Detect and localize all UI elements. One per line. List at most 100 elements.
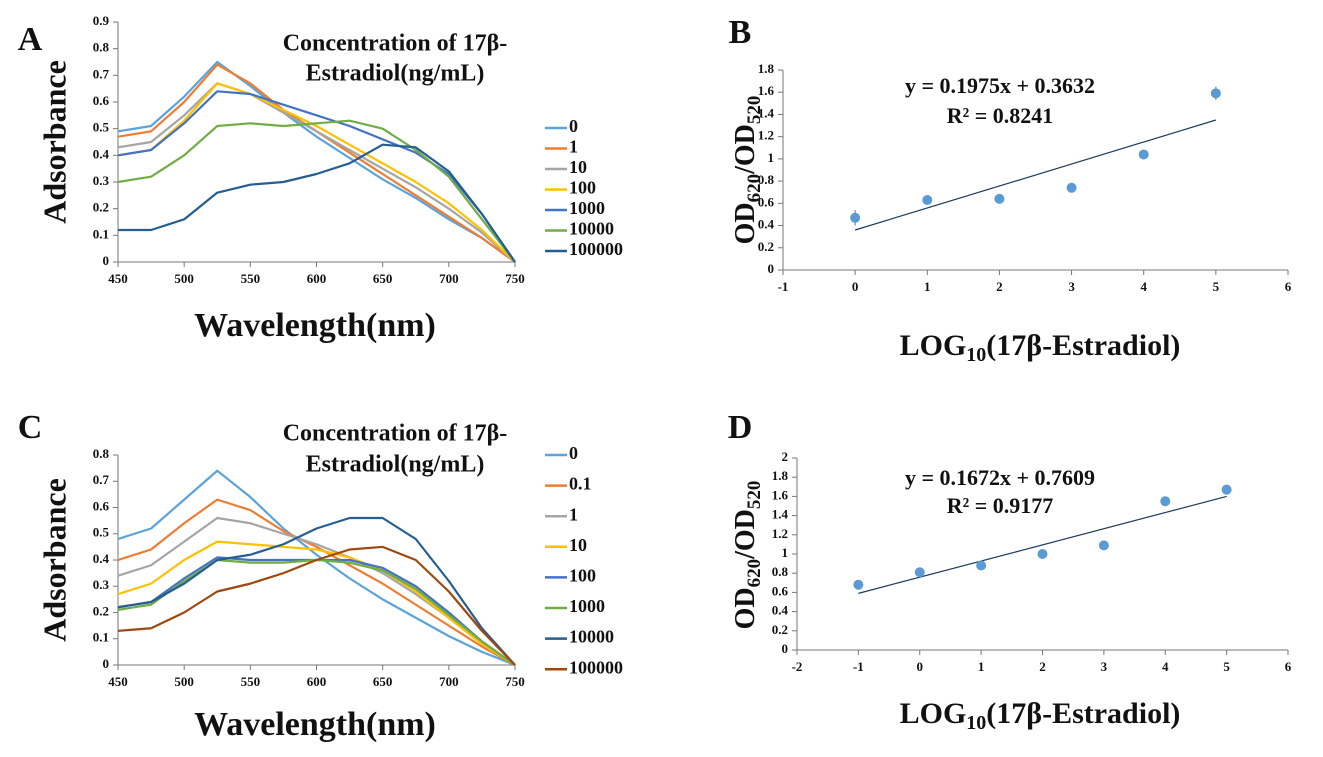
panel-label: C [18,409,43,446]
y-label-part: OD [730,202,761,244]
panel-label: A [18,21,43,58]
y-tick-label: 0 [768,261,775,276]
x-tick-label: 0 [917,659,924,674]
y-tick-label: 0.3 [93,577,110,592]
x-tick-label: 750 [505,674,525,689]
equation: R² = 0.8241 [947,103,1054,128]
x-axis-label: LOG10(17β-Estradiol) [900,329,1181,366]
x-tick-label: 1 [978,659,985,674]
y-tick-label: 0.1 [93,630,109,645]
legend-label: 1 [569,504,578,524]
point [1160,496,1171,507]
y-tick-label: 0 [103,253,110,268]
y-tick-label: 0.6 [93,93,110,108]
x-tick-label: 1 [924,279,931,294]
series-line [117,82,516,263]
x-axis-label: LOG10(17β-Estradiol) [900,697,1181,734]
y-label-part: 620 [744,559,765,588]
legend-title: Estradiol(ng/mL) [306,452,485,478]
x-tick-label: 600 [307,674,327,689]
y-label-part: /OD [730,124,761,175]
legend-label: 0.1 [569,474,592,494]
y-tick-label: 1.6 [772,487,789,502]
y-tick-label: 0.3 [93,173,110,188]
x-label-part: 10 [966,712,986,734]
x-tick-label: 700 [439,271,459,286]
series-line [117,545,516,666]
legend-label: 10 [569,157,587,177]
y-tick-label: 0.2 [93,603,109,618]
y-tick-label: 0.9 [93,13,110,28]
legend-label: 10000 [569,627,614,647]
y-tick-label: 1.4 [772,507,789,522]
x-tick-label: 4 [1162,659,1169,674]
series-line [117,469,516,667]
x-tick-label: 500 [174,271,194,286]
y-tick-label: 1 [768,150,775,165]
x-tick-label: 3 [1101,659,1108,674]
y-label-part: /OD [730,509,761,560]
x-label-part: LOG [900,697,967,730]
x-tick-label: 5 [1213,279,1220,294]
y-axis-label: Adsorbance [36,60,72,224]
legend-label: 1 [569,137,578,157]
legend-label: 0 [569,116,578,136]
y-tick-label: 0.4 [758,217,775,232]
y-tick-label: 0.6 [93,498,110,513]
x-tick-label: 4 [1140,279,1147,294]
y-tick-label: 0.2 [758,239,774,254]
y-tick-label: 1 [782,545,789,560]
point [1210,88,1221,99]
y-tick-label: 0.4 [772,603,789,618]
point [1037,549,1048,559]
y-tick-label: 0.7 [93,472,110,487]
x-tick-label: 2 [996,279,1003,294]
panel-label: B [729,14,752,51]
point [1221,484,1232,495]
y-tick-label: 1.4 [758,105,775,120]
y-tick-label: 0.4 [93,146,110,161]
trendline [854,119,1217,231]
x-tick-label: 2 [1039,659,1046,674]
point [853,579,864,590]
legend-label: 100 [569,566,596,586]
x-tick-label: -2 [792,659,803,674]
x-tick-label: 6 [1285,659,1292,674]
series-line [117,558,516,666]
x-tick-label: 550 [241,674,261,689]
equation: y = 0.1975x + 0.3632 [905,73,1095,98]
y-tick-label: 0.8 [758,172,775,187]
series-line [117,63,516,263]
y-label-part: 520 [744,96,765,125]
legend-label: 0 [569,443,578,463]
y-tick-label: 0.6 [758,194,775,209]
series-line [117,498,516,666]
x-tick-label: 450 [108,674,128,689]
y-tick-label: 1.2 [758,128,774,143]
x-label-part: LOG [900,329,967,362]
y-tick-label: 0 [782,641,789,656]
point [1138,149,1149,160]
series-line [117,540,516,666]
y-tick-label: 0 [103,656,110,671]
x-tick-label: -1 [778,279,789,294]
point [1066,182,1077,193]
y-tick-label: 0.2 [93,200,109,215]
y-axis-label: OD620/OD520 [730,96,765,245]
y-tick-label: 0.8 [93,446,110,461]
x-tick-label: 550 [241,271,261,286]
y-tick-label: 0.5 [93,525,110,540]
x-tick-label: 0 [852,279,859,294]
legend-label: 1000 [569,596,605,616]
x-tick-label: 750 [505,271,525,286]
x-tick-label: 450 [108,271,128,286]
point [1098,540,1109,551]
y-tick-label: 0.8 [772,564,789,579]
y-label-part: 520 [744,481,765,510]
point [976,560,987,571]
y-tick-label: 0.8 [93,40,110,55]
legend-label: 100000 [569,239,623,259]
series-line [117,82,516,263]
point [994,193,1005,204]
